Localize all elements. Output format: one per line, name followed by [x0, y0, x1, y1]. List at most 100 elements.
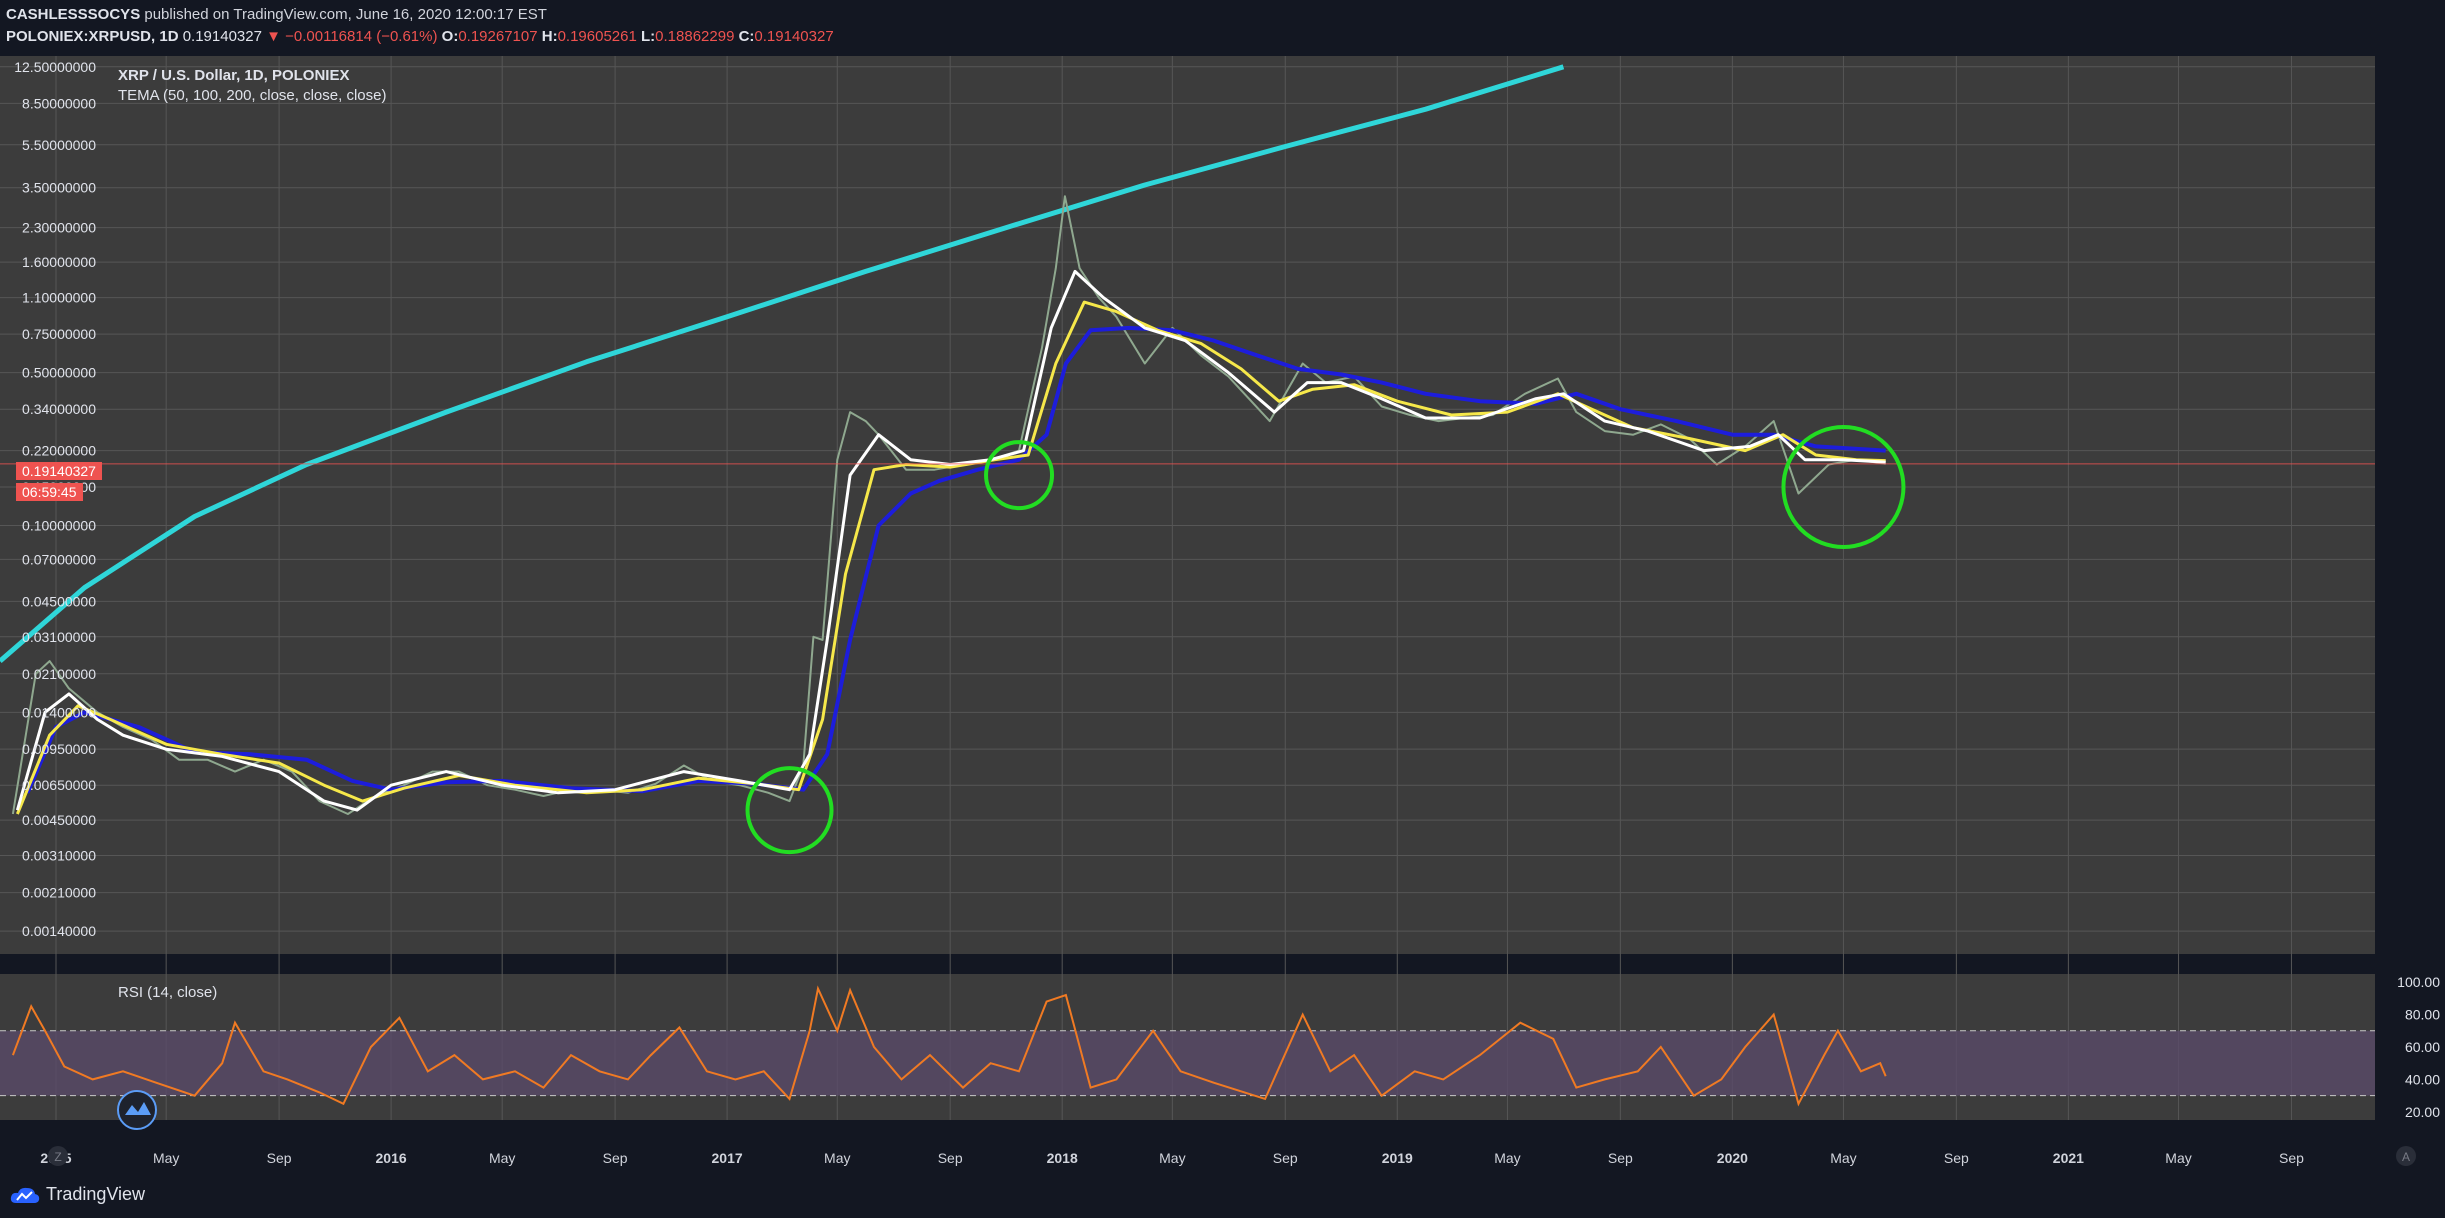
time-tick-label: 2021	[2053, 1150, 2084, 1166]
price-change: ▼ −0.00116814 (−0.61%)	[266, 28, 438, 45]
time-tick-label: May	[489, 1150, 515, 1166]
time-tick-label: May	[2165, 1150, 2191, 1166]
tv-watermark-icon	[117, 1090, 157, 1130]
rsi-legend[interactable]: RSI (14, close)	[118, 984, 218, 1001]
tema-legend[interactable]: TEMA (50, 100, 200, close, close, close)	[118, 87, 387, 104]
price-tick-label: 0.75000000	[22, 326, 96, 342]
time-tick-label: 2018	[1047, 1150, 1078, 1166]
svg-text:A: A	[2402, 1150, 2410, 1164]
price-tick-label: 0.00650000	[22, 777, 96, 793]
z-icon	[48, 1146, 68, 1166]
pair-legend[interactable]: XRP / U.S. Dollar, 1D, POLONIEX	[118, 67, 350, 84]
rsi-axis-labels: 100.00 80.00 60.00 40.00 20.00	[2397, 974, 2440, 1120]
time-tick-label: May	[153, 1150, 179, 1166]
time-tick-label: Sep	[603, 1150, 628, 1166]
footer-brand-text: TradingView	[46, 1184, 146, 1204]
time-tick-label: May	[1159, 1150, 1185, 1166]
highlight-circle[interactable]	[745, 766, 834, 855]
low-value: 0.18862299	[655, 28, 735, 45]
price-tick-label: 0.50000000	[22, 365, 96, 381]
price-tick-label: 12.50000000	[14, 59, 96, 75]
rsi-line[interactable]	[11, 985, 1887, 1107]
price-tick-label: 0.04500000	[22, 593, 96, 609]
tema_50-line[interactable]	[15, 269, 1886, 812]
price-tick-label: 0.34000000	[22, 401, 96, 417]
price-tick-label: 0.03100000	[22, 629, 96, 645]
rsi-tick-label: 20.00	[2405, 1104, 2440, 1120]
time-tick-label: Sep	[2279, 1150, 2304, 1166]
price-tick-label: 0.07000000	[22, 551, 96, 567]
price-tick-label: 1.60000000	[22, 254, 96, 270]
time-tick-label: Sep	[267, 1150, 292, 1166]
time-tick-label: Sep	[1944, 1150, 1969, 1166]
tradingview-brand[interactable]: TradingView	[10, 1184, 145, 1205]
time-tick-label: Sep	[1608, 1150, 1633, 1166]
price-tick-label: 0.00310000	[22, 848, 96, 864]
chart-header: CASHLESSSOCYS published on TradingView.c…	[0, 0, 2445, 56]
time-tick-label: 2019	[1382, 1150, 1413, 1166]
time-tick-label: Sep	[938, 1150, 963, 1166]
tradingview-cloud-icon	[10, 1187, 40, 1203]
rsi-tick-label: 60.00	[2405, 1039, 2440, 1055]
rsi-tick-label: 80.00	[2405, 1007, 2440, 1023]
price-tick-label: 0.00140000	[22, 923, 96, 939]
time-tick-label: 2016	[376, 1150, 407, 1166]
price-tick-label: 0.00950000	[22, 741, 96, 757]
price-tick-label: 1.10000000	[22, 290, 96, 306]
price-tick-label: 8.50000000	[22, 95, 96, 111]
price-tick-label: 2.30000000	[22, 220, 96, 236]
tema_200-line[interactable]	[25, 325, 1886, 794]
candle-countdown-tag: 06:59:45	[16, 483, 83, 501]
close-line[interactable]	[11, 195, 1886, 815]
close-label: C:	[738, 28, 755, 45]
rsi-band	[0, 1030, 2375, 1096]
time-tick-label: Sep	[1273, 1150, 1298, 1166]
trendline-line[interactable]	[0, 64, 1565, 663]
time-axis-labels: 2015MaySep2016MaySep2017MaySep2018MaySep…	[40, 1150, 2304, 1166]
price-tick-label: 3.50000000	[22, 180, 96, 196]
publisher-name[interactable]: CASHLESSSOCYS	[6, 6, 141, 23]
rsi-tick-label: 100.00	[2397, 974, 2440, 990]
rsi-layer	[11, 985, 1887, 1107]
price-tick-label: 5.50000000	[22, 137, 96, 153]
last-price: 0.19140327	[182, 28, 262, 45]
grid-lines	[0, 56, 2375, 1120]
symbol-label[interactable]: POLONIEX:XRPUSD, 1D	[6, 28, 179, 45]
price-tick-label: 0.10000000	[22, 518, 96, 534]
chart-canvas[interactable]: 12.50000000 8.50000000 5.50000000 3.5000000…	[0, 56, 2445, 1170]
time-tick-label: May	[1494, 1150, 1520, 1166]
rsi-tick-label: 40.00	[2405, 1071, 2440, 1087]
ohlc-line: POLONIEX:XRPUSD, 1D 0.19140327 ▼ −0.0011…	[6, 28, 834, 45]
time-tick-label: May	[824, 1150, 850, 1166]
high-value: 0.19605261	[557, 28, 637, 45]
price-axis	[2375, 56, 2445, 1170]
price-axis-labels: 12.50000000 8.50000000 5.50000000 3.5000000…	[14, 59, 96, 939]
time-tick-label: 2020	[1717, 1150, 1748, 1166]
publish-info: CASHLESSSOCYS published on TradingView.c…	[6, 6, 547, 23]
price-series-layer	[0, 64, 2375, 815]
highlight-circle[interactable]	[984, 440, 1055, 511]
a-icon	[2396, 1146, 2416, 1166]
price-tick-label: 0.00450000	[22, 812, 96, 828]
footer-bar: TradingView	[0, 1170, 2445, 1218]
price-pane	[0, 56, 2375, 954]
price-tick-label: 0.01400000	[22, 704, 96, 720]
time-tick-label: 2017	[712, 1150, 743, 1166]
price-tick-label: 0.00210000	[22, 885, 96, 901]
a-badge[interactable]: A	[2396, 1146, 2416, 1166]
price-tick-label: 0.22000000	[22, 443, 96, 459]
rsi-band-layer	[0, 1030, 2375, 1097]
high-label: H:	[541, 28, 558, 45]
svg-text:Z: Z	[54, 1150, 61, 1164]
current-price-tag: 0.19140327	[16, 462, 102, 480]
close-value: 0.19140327	[754, 28, 834, 45]
open-value: 0.19267107	[458, 28, 538, 45]
annotation-layer	[745, 424, 1906, 855]
publish-text: published on TradingView.com, June 16, 2…	[144, 6, 547, 23]
z-badge[interactable]: Z	[48, 1146, 68, 1166]
time-tick-label: May	[1830, 1150, 1856, 1166]
open-label: O:	[441, 28, 459, 45]
low-label: L:	[641, 28, 656, 45]
price-tick-label: 0.02100000	[22, 666, 96, 682]
highlight-circle[interactable]	[1781, 424, 1906, 549]
